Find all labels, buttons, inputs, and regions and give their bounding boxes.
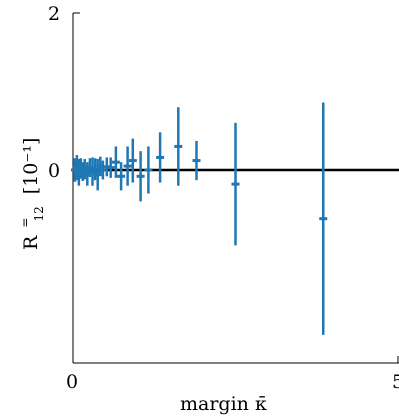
x-tick-label-0: 0: [66, 371, 78, 393]
y-axis-label-main: R: [20, 235, 42, 250]
error-bar-series: [70, 102, 328, 335]
y-axis-label: R = 12 [10⁻¹]: [12, 138, 48, 250]
x-tick-label-5: 5: [392, 371, 399, 393]
y-axis-label-unit: [10⁻¹]: [20, 138, 42, 195]
y-axis-label-group: R = 12 [10⁻¹]: [12, 138, 48, 250]
x-axis-label: margin κ̄: [180, 393, 267, 415]
y-axis-label-super: =: [18, 218, 32, 228]
y-axis-label-sub: 12: [32, 206, 46, 221]
y-tick-label-2: 2: [48, 3, 60, 25]
y-tick-label-0: 0: [48, 160, 60, 182]
